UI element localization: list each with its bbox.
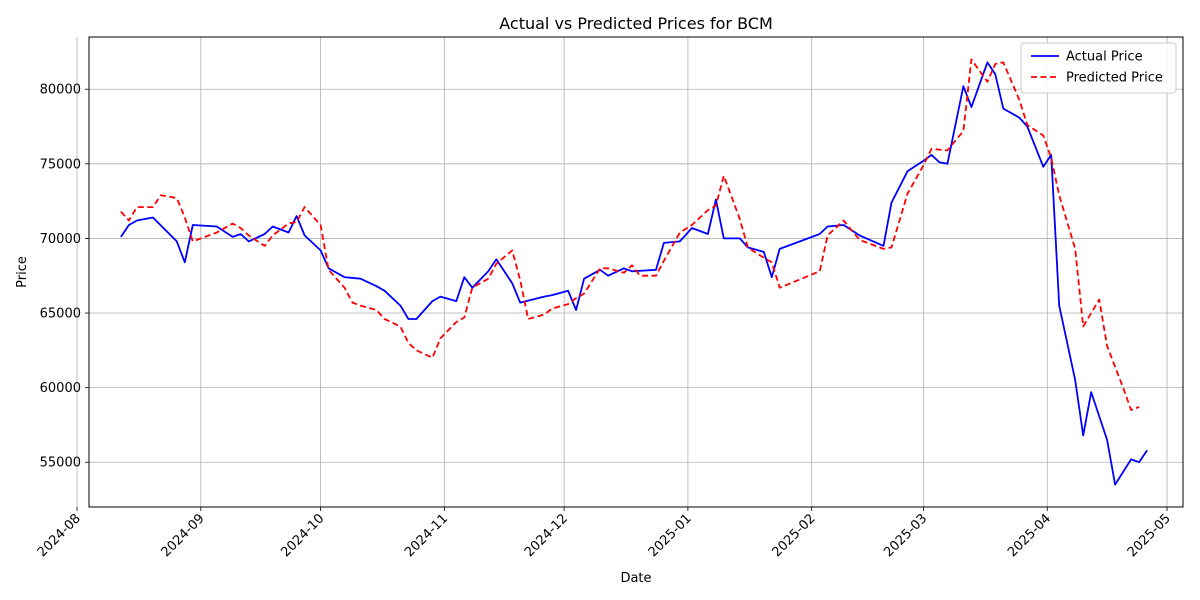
y-tick-label: 65000: [40, 307, 81, 322]
x-axis-label: Date: [620, 571, 651, 586]
legend: Actual Price Predicted Price: [1020, 42, 1177, 94]
series-layer: [120, 58, 1148, 486]
plot-frame: [88, 36, 1184, 508]
chart-title: Actual vs Predicted Prices for BCM: [499, 14, 773, 33]
actual-price-line: [120, 61, 1148, 486]
legend-predicted-label: Predicted Price: [1066, 71, 1163, 86]
legend-actual-label: Actual Price: [1066, 50, 1143, 65]
y-tick-label: 70000: [40, 232, 81, 247]
legend-box: [1020, 42, 1177, 94]
y-tick-label: 75000: [40, 157, 81, 172]
y-tick-label: 60000: [40, 381, 81, 396]
y-axis-label: Price: [15, 256, 30, 288]
y-axis: 55000 60000 65000 70000 75000 80000: [40, 83, 89, 471]
y-tick-label: 80000: [40, 83, 81, 98]
predicted-price-line: [120, 58, 1140, 411]
y-tick-label: 55000: [40, 456, 81, 471]
